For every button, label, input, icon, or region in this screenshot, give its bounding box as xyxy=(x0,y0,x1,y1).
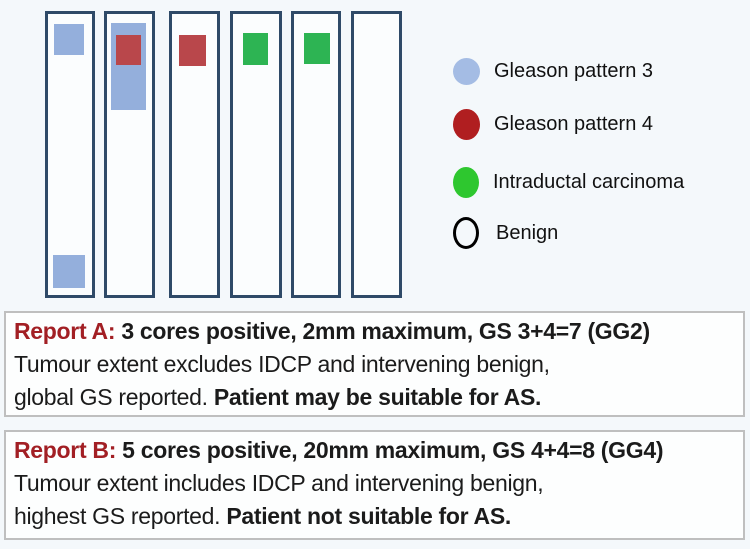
legend-item-gleason-pattern-4: Gleason pattern 4 xyxy=(453,109,653,140)
conclusion-prefix: highest GS reported. xyxy=(14,503,221,529)
report-title: Report A: xyxy=(14,318,116,344)
conclusion-prefix: global GS reported. xyxy=(14,384,208,410)
report-summary: 5 cores positive, 20mm maximum, GS 4+4=8… xyxy=(122,437,664,463)
report-headline: Report B: 5 cores positive, 20mm maximum… xyxy=(14,434,735,467)
gleason-pattern-3-swatch xyxy=(453,58,480,85)
segment-idc xyxy=(243,33,268,65)
legend-item-gleason-pattern-3: Gleason pattern 3 xyxy=(453,58,653,85)
conclusion-statement: Patient not suitable for AS. xyxy=(226,503,511,529)
segment-idc xyxy=(304,33,330,64)
report-box-b: Report B: 5 cores positive, 20mm maximum… xyxy=(4,430,745,540)
core-6 xyxy=(351,11,402,298)
report-title: Report B: xyxy=(14,437,117,463)
core-4 xyxy=(230,11,282,298)
segment-gleason3 xyxy=(53,255,85,288)
core-5 xyxy=(291,11,341,298)
report-summary: 3 cores positive, 2mm maximum, GS 3+4=7 … xyxy=(121,318,650,344)
core-1 xyxy=(45,11,95,298)
report-box-a: Report A: 3 cores positive, 2mm maximum,… xyxy=(4,311,745,417)
legend-label: Intraductal carcinoma xyxy=(493,171,685,193)
core-2 xyxy=(104,11,155,298)
legend-item-benign: Benign xyxy=(453,217,558,249)
intraductal-carcinoma-swatch xyxy=(453,167,479,198)
report-conclusion: global GS reported. Patient may be suita… xyxy=(14,381,735,414)
benign-swatch xyxy=(453,217,479,249)
legend-label: Gleason pattern 3 xyxy=(494,60,653,82)
segment-gleason3 xyxy=(54,24,84,55)
report-detail: Tumour extent includes IDCP and interven… xyxy=(14,470,544,496)
report-detail: Tumour extent excludes IDCP and interven… xyxy=(14,351,550,377)
segment-gleason4 xyxy=(116,35,141,65)
core-3 xyxy=(169,11,220,298)
legend-item-intraductal-carcinoma: Intraductal carcinoma xyxy=(453,167,684,198)
legend-label: Benign xyxy=(496,221,559,244)
report-headline: Report A: 3 cores positive, 2mm maximum,… xyxy=(14,315,735,348)
legend-label: Gleason pattern 4 xyxy=(494,113,653,135)
report-conclusion: highest GS reported. Patient not suitabl… xyxy=(14,500,735,533)
conclusion-statement: Patient may be suitable for AS. xyxy=(213,384,542,410)
segment-gleason4 xyxy=(179,35,206,66)
gleason-pattern-4-swatch xyxy=(453,109,480,140)
